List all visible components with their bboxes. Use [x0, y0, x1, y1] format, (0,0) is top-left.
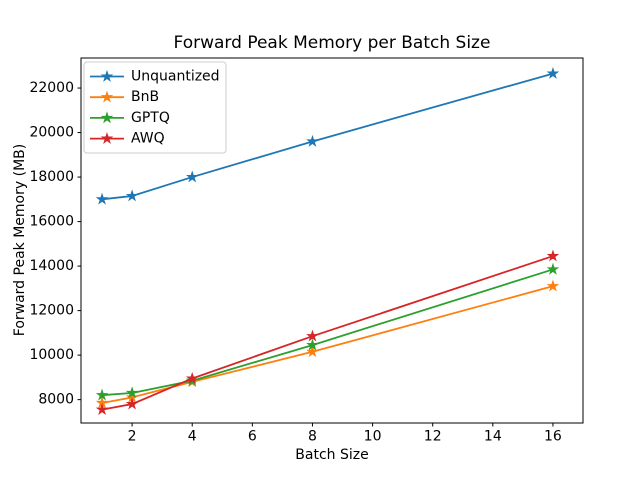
series-marker-unquantized	[95, 192, 109, 205]
series-marker-unquantized	[125, 189, 139, 202]
x-tick-label: 6	[248, 429, 257, 445]
x-tick-label: 12	[424, 429, 442, 445]
x-axis-label: Batch Size	[295, 447, 369, 463]
y-tick-label: 16000	[29, 214, 74, 230]
legend-marker-awq	[100, 131, 114, 144]
y-axis-label: Forward Peak Memory (MB)	[12, 143, 28, 337]
series-marker-unquantized	[185, 170, 199, 183]
x-tick-label: 8	[308, 429, 317, 445]
series-marker-unquantized	[306, 134, 319, 147]
series-line-gptq	[101, 268, 554, 397]
y-tick-label: 20000	[29, 125, 74, 141]
series-marker-awq	[306, 329, 319, 342]
x-tick-label: 10	[364, 429, 382, 445]
series-line-awq	[101, 255, 554, 411]
x-tick-label: 4	[188, 429, 197, 445]
series-marker-unquantized	[546, 66, 560, 79]
series-marker-bnb	[546, 279, 560, 292]
series-marker-gptq	[546, 262, 560, 275]
x-tick-label: 2	[128, 429, 137, 445]
y-tick-label: 12000	[29, 303, 74, 319]
y-tick-label: 10000	[29, 347, 74, 363]
legend-label-awq: AWQ	[131, 131, 165, 147]
x-tick-label: 14	[484, 429, 502, 445]
y-tick-label: 8000	[38, 392, 74, 408]
legend-label-unquantized: Unquantized	[131, 69, 220, 85]
legend-marker-bnb	[100, 90, 114, 103]
series-marker-bnb	[306, 345, 319, 358]
axes-frame	[80, 57, 584, 424]
series-marker-gptq	[306, 338, 319, 351]
legend-marker-unquantized	[100, 69, 114, 82]
series-marker-gptq	[95, 388, 109, 401]
series-marker-awq	[185, 371, 199, 384]
series-marker-awq	[125, 397, 139, 410]
legend-label-bnb: BnB	[131, 89, 159, 105]
series-marker-awq	[95, 403, 109, 415]
y-tick-label: 14000	[29, 258, 74, 274]
legend-marker-gptq	[100, 111, 114, 124]
series-marker-gptq	[125, 386, 139, 399]
y-tick-label: 18000	[29, 169, 74, 185]
x-tick-label: 16	[544, 429, 562, 445]
chart-title: Forward Peak Memory per Batch Size	[173, 33, 491, 53]
y-tick-label: 22000	[29, 80, 74, 96]
series-marker-awq	[546, 249, 560, 262]
legend-label-gptq: GPTQ	[131, 110, 170, 126]
legend-box	[83, 61, 227, 154]
